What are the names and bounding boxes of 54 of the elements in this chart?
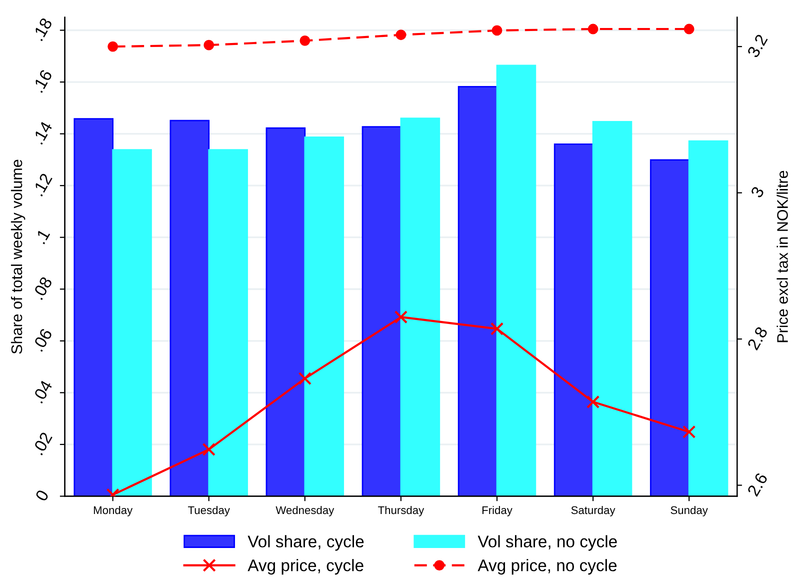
point — [204, 40, 214, 50]
legend-label: Vol share, cycle — [248, 535, 364, 551]
bar — [496, 64, 536, 496]
bar — [74, 118, 114, 496]
legend-label: Vol share, no cycle — [478, 535, 617, 551]
point — [588, 24, 598, 34]
bar — [170, 120, 210, 496]
x-tick-label: Tuesday — [188, 506, 230, 516]
y-tick-label: .14 — [32, 120, 53, 145]
y2-axis-title: Price excl tax in NOK/litre — [776, 170, 788, 342]
bar — [650, 159, 690, 496]
x-tick-label: Wednesday — [276, 506, 334, 516]
x-tick-label: Saturday — [571, 506, 616, 516]
point — [300, 35, 310, 46]
y2-tick-label: 3 — [750, 186, 764, 198]
y-axis-title: Share of total weekly volume — [10, 160, 26, 354]
point — [490, 322, 504, 336]
y2-tick-label: 2.6 — [746, 472, 768, 497]
legend-label: Avg price, no cycle — [478, 559, 617, 575]
point — [396, 30, 406, 40]
bar — [688, 140, 728, 496]
point — [492, 25, 502, 36]
bar — [208, 149, 248, 496]
x-tick-label: Monday — [94, 506, 133, 516]
y-tick-label: .02 — [32, 431, 53, 456]
bar — [362, 126, 402, 496]
y-tick-label: .12 — [32, 172, 52, 196]
y-tick-label: .16 — [32, 68, 53, 93]
x-tick-label: Thursday — [378, 506, 424, 516]
point — [298, 372, 312, 386]
x-tick-label: Friday — [482, 506, 512, 516]
bar — [112, 149, 152, 496]
point — [586, 395, 600, 408]
point — [108, 41, 118, 52]
y2-tick-label: 2.8 — [746, 326, 768, 351]
bar — [304, 136, 344, 496]
y-tick-label: .08 — [32, 276, 53, 300]
point — [394, 310, 408, 324]
bar — [400, 118, 440, 496]
legend-label: Avg price, cycle — [248, 559, 364, 575]
bar — [458, 86, 498, 496]
point — [682, 425, 696, 438]
bar — [592, 120, 632, 496]
y-tick-label: .06 — [32, 328, 53, 352]
point — [202, 442, 216, 456]
bar — [554, 143, 594, 496]
bar — [266, 127, 306, 496]
point — [684, 24, 694, 34]
y-tick-label: .04 — [32, 379, 53, 404]
y-tick-label: 0 — [34, 489, 50, 502]
y-tick-label: .1 — [34, 228, 50, 244]
y2-tick-label: 3.2 — [746, 34, 768, 58]
x-tick-label: Sunday — [670, 506, 708, 516]
y-tick-label: .18 — [32, 17, 53, 42]
